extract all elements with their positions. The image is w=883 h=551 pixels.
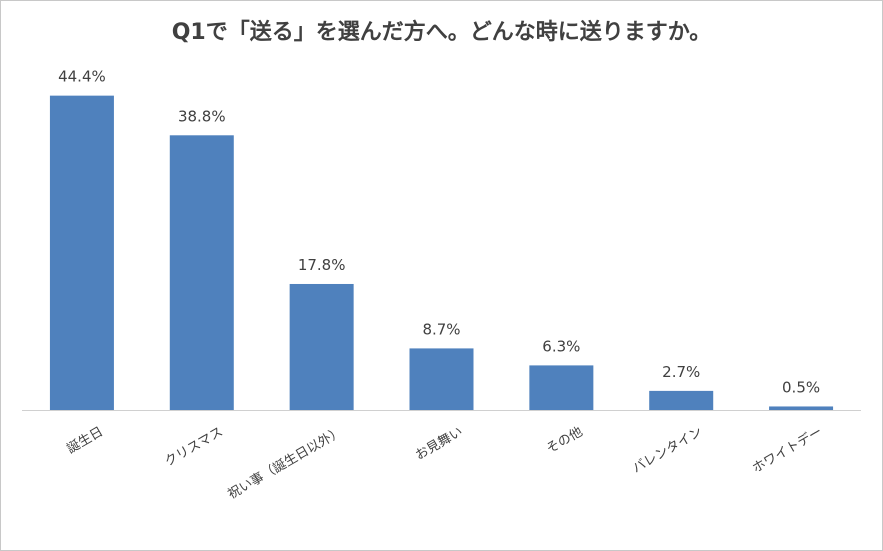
category-label: 祝い事（誕生日以外） [226,424,346,502]
data-label: 38.8% [178,107,226,125]
category-label: バレンタイン [630,424,705,476]
category-label: 誕生日 [65,424,106,456]
data-label: 8.7% [422,320,460,338]
chart-title: Q1で「送る」を選んだ方へ。どんな時に送りますか。 [171,20,712,45]
category-label: クリスマス [162,424,225,469]
bar [289,283,354,410]
bar [49,95,114,410]
bar [529,365,594,410]
category-label: ホワイトデー [750,424,826,477]
bar [769,406,834,410]
data-label: 0.5% [782,378,820,396]
data-label: 6.3% [542,337,580,355]
category-label: お見舞い [413,424,466,463]
bar [169,135,234,410]
data-label: 17.8% [298,256,346,274]
bar [409,348,474,410]
category-label: その他 [544,424,585,456]
bar [649,390,714,410]
data-label: 44.4% [58,68,106,86]
data-label: 2.7% [662,363,700,381]
